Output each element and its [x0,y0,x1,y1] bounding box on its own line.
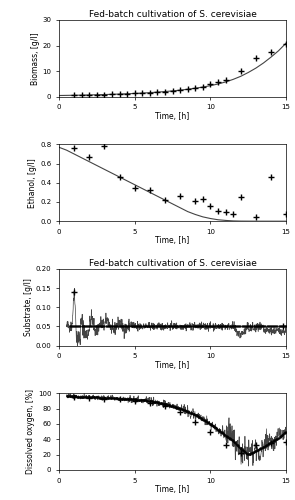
Y-axis label: Dissolved oxygen, [%]: Dissolved oxygen, [%] [26,389,35,474]
Title: Fed-batch cultivation of S. cerevisiae: Fed-batch cultivation of S. cerevisiae [88,259,257,268]
Y-axis label: Ethanol, [g/l]: Ethanol, [g/l] [28,158,37,208]
Title: Fed-batch cultivation of S. cerevisiae: Fed-batch cultivation of S. cerevisiae [88,10,257,19]
Y-axis label: Substrate, [g/l]: Substrate, [g/l] [24,278,33,336]
X-axis label: Time, [h]: Time, [h] [155,236,190,245]
X-axis label: Time, [h]: Time, [h] [155,485,190,494]
Y-axis label: Biomass, [g/l]: Biomass, [g/l] [31,32,40,84]
X-axis label: Time, [h]: Time, [h] [155,112,190,121]
X-axis label: Time, [h]: Time, [h] [155,360,190,370]
